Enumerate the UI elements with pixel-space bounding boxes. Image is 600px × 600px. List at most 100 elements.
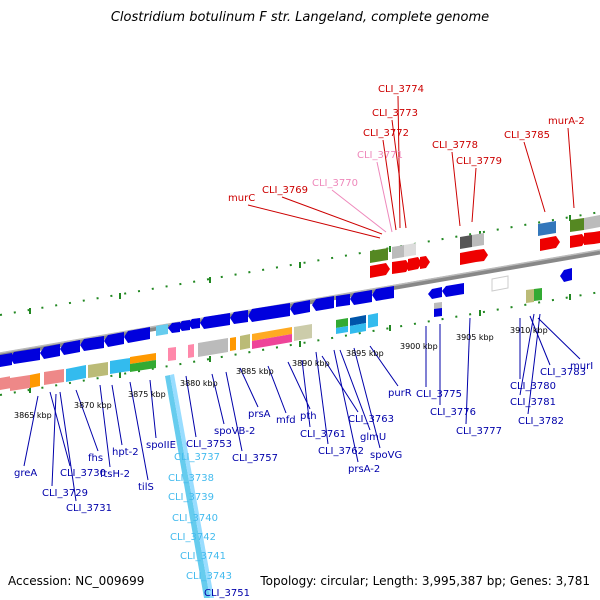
leader-line (527, 313, 541, 415)
leader-line (567, 127, 575, 209)
kbp-label: 3885 kbp (236, 367, 274, 376)
kbp-label: 3895 kbp (346, 349, 384, 358)
kbp-label: 3880 kbp (180, 379, 218, 388)
leader-line (353, 347, 381, 449)
gene-label-CLI_3781[interactable]: CLI_3781 (510, 397, 556, 408)
gene-label-CLI_3741[interactable]: CLI_3741 (180, 551, 226, 562)
gene-label-CLI_3757[interactable]: CLI_3757 (232, 453, 278, 464)
gene-label-spoVG[interactable]: spoVG (370, 450, 402, 461)
gene-label-ftsH-2[interactable]: ftsH-2 (100, 469, 130, 480)
genome-title: Clostridium botulinum F str. Langeland, … (110, 10, 490, 25)
leader-line (211, 373, 225, 425)
gene-label-CLI_3779[interactable]: CLI_3779 (456, 156, 502, 167)
gene-label-pth[interactable]: pth (300, 411, 317, 422)
leader-line (185, 375, 197, 438)
leader-line (49, 391, 71, 467)
kbp-label: 3870 kbp (74, 401, 112, 410)
kbp-label: 3900 kbp (400, 342, 438, 351)
leader-line (391, 119, 407, 229)
gene-label-murC[interactable]: murC (228, 193, 255, 204)
gene-label-CLI_3751[interactable]: CLI_3751 (204, 588, 250, 599)
gene-label-CLI_3739[interactable]: CLI_3739 (168, 492, 214, 503)
leader-line (315, 351, 329, 445)
upper-strand-genes[interactable] (370, 215, 600, 292)
gene-label-murI[interactable]: murI (570, 361, 593, 372)
gene-label-CLI_3777[interactable]: CLI_3777 (456, 426, 502, 437)
leader-line (23, 395, 39, 467)
gene-label-CLI_3740[interactable]: CLI_3740 (172, 513, 218, 524)
kbp-tick-labels: 3865 kbp 3870 kbp 3875 kbp 3880 kbp 3885 kbp… (14, 326, 548, 420)
gene-label-CLI_3763[interactable]: CLI_3763 (348, 414, 394, 425)
gene-label-CLI_3731[interactable]: CLI_3731 (66, 503, 112, 514)
kbp-label: 3890 kbp (292, 359, 330, 368)
gene-label-tilS[interactable]: tilS (138, 482, 154, 493)
gene-label-prsA[interactable]: prsA (248, 409, 271, 420)
leader-line (59, 391, 77, 502)
gene-label-CLI_3780[interactable]: CLI_3780 (510, 381, 556, 392)
gene-label-CLI_3737[interactable]: CLI_3737 (174, 452, 220, 463)
gene-label-CLI_3775[interactable]: CLI_3775 (416, 389, 462, 400)
gene-label-CLI_3783[interactable]: CLI_3783 (540, 367, 586, 378)
gene-label-spoIIE[interactable]: spoIIE (146, 440, 176, 451)
gene-label-CLI_3761[interactable]: CLI_3761 (300, 429, 346, 440)
gene-label-CLI_3730[interactable]: CLI_3730 (60, 468, 106, 479)
leader-line (471, 167, 477, 223)
leader-line (247, 204, 381, 239)
leader-line (331, 189, 387, 233)
gene-label-CLI_3771[interactable]: CLI_3771 (357, 150, 403, 161)
gene-label-CLI_3776[interactable]: CLI_3776 (430, 407, 476, 418)
gene-label-CLI_3785[interactable]: CLI_3785 (504, 130, 550, 141)
leader-line (321, 355, 359, 413)
gene-label-hpt-2[interactable]: hpt-2 (112, 447, 139, 458)
gene-label-CLI_3782[interactable]: CLI_3782 (518, 416, 564, 427)
leader-line (281, 196, 383, 235)
kbp-label: 3875 kbp (128, 390, 166, 399)
lower-color-blocks[interactable] (0, 288, 542, 391)
gene-label-glmU[interactable]: glmU (360, 432, 386, 443)
guide-ticks (29, 215, 571, 393)
accession-text: Accession: NC_009699 (8, 574, 145, 588)
leader-line (75, 389, 99, 452)
gene-label-CLI_3738[interactable]: CLI_3738 (168, 473, 214, 484)
gene-label-greA[interactable]: greA (14, 468, 37, 479)
gene-label-CLI_3742[interactable]: CLI_3742 (170, 532, 216, 543)
label-leader-lines (23, 95, 581, 502)
leader-line (339, 349, 371, 431)
gene-label-fhs[interactable]: fhs (88, 453, 103, 464)
kbp-label: 3865 kbp (14, 411, 52, 420)
leader-line (225, 371, 243, 452)
leader-line (523, 141, 546, 213)
leader-line (397, 95, 401, 229)
leader-line (51, 393, 57, 487)
gene-label-CLI_3743[interactable]: CLI_3743 (186, 571, 232, 582)
gene-label-CLI_3773[interactable]: CLI_3773 (372, 108, 418, 119)
gene-labels[interactable]: CLI_3774 CLI_3773 CLI_3772 CLI_3771 CLI_3770… (14, 84, 593, 599)
leader-line (333, 349, 359, 463)
gene-label-CLI_3729[interactable]: CLI_3729 (42, 488, 88, 499)
leader-line (301, 359, 311, 428)
gene-label-murA-2[interactable]: murA-2 (548, 116, 585, 127)
leader-line (149, 379, 157, 439)
leader-line (382, 139, 397, 231)
leader-line (369, 345, 399, 387)
gene-label-CLI_3753[interactable]: CLI_3753 (186, 439, 232, 450)
leader-line (376, 161, 393, 233)
leader-line (99, 384, 111, 468)
gene-label-prsA-2[interactable]: prsA-2 (348, 464, 380, 475)
gene-label-CLI_3769[interactable]: CLI_3769 (262, 185, 308, 196)
gene-label-CLI_3770[interactable]: CLI_3770 (312, 178, 358, 189)
gene-label-CLI_3778[interactable]: CLI_3778 (432, 140, 478, 151)
gene-label-CLI_3772[interactable]: CLI_3772 (363, 128, 409, 139)
gene-label-CLI_3762[interactable]: CLI_3762 (318, 446, 364, 457)
lower-strand-genes[interactable] (0, 268, 572, 367)
leader-line (537, 317, 581, 360)
gene-label-spoVB-2[interactable]: spoVB-2 (214, 426, 255, 437)
gene-label-mfd[interactable]: mfd (276, 415, 296, 426)
gene-label-purR[interactable]: purR (388, 388, 412, 399)
kbp-label: 3910 kbp (510, 326, 548, 335)
leader-line (287, 361, 311, 410)
leader-line (111, 384, 123, 446)
leader-line (129, 381, 149, 481)
gene-label-CLI_3774[interactable]: CLI_3774 (378, 84, 424, 95)
